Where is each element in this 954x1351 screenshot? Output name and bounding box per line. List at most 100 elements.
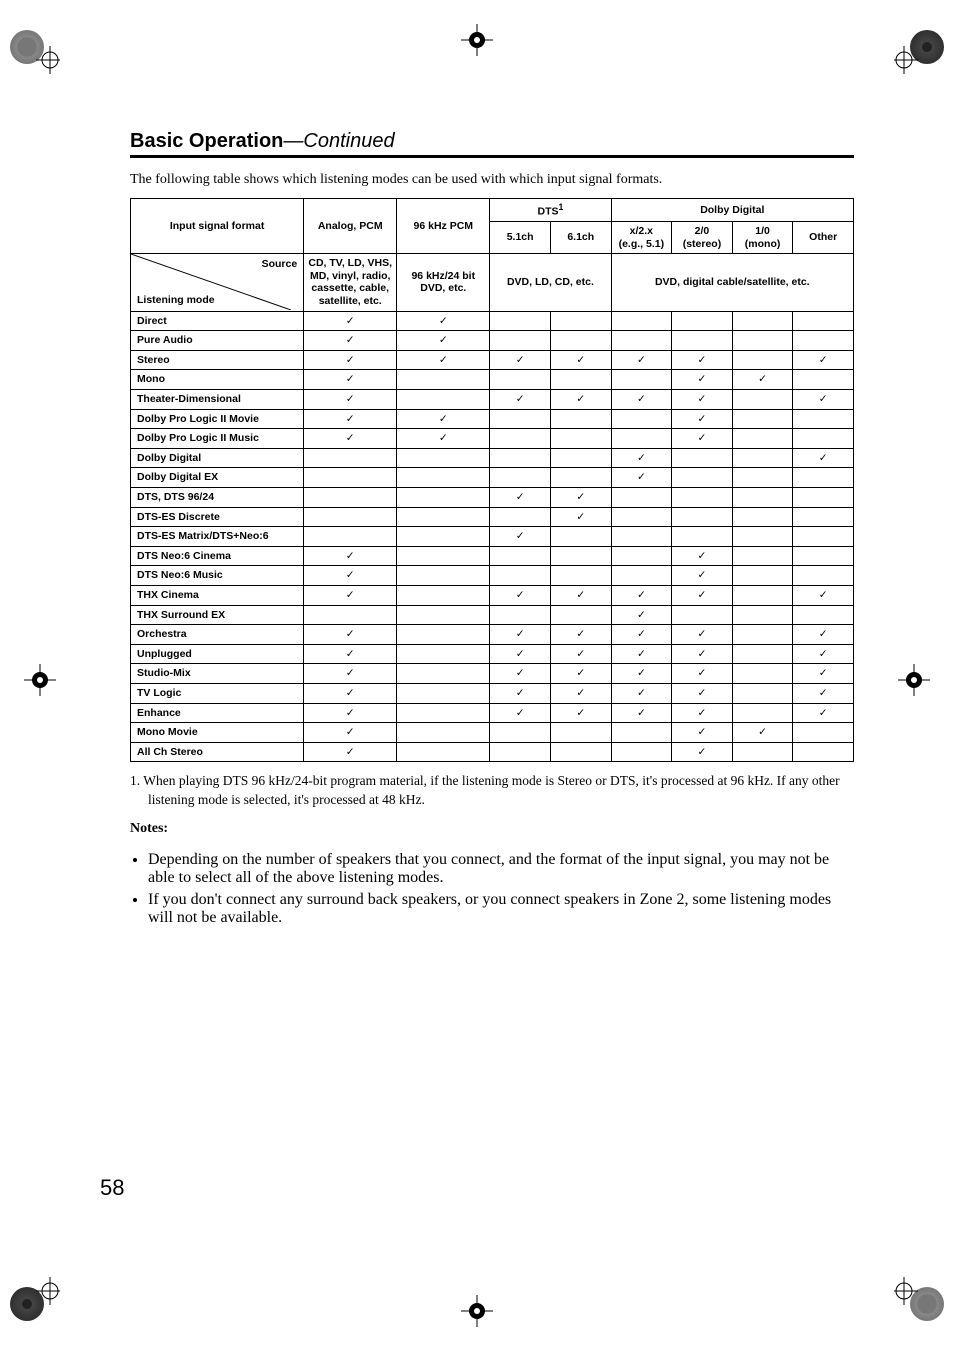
mode-cell	[611, 507, 672, 527]
mode-cell: ✓	[793, 448, 854, 468]
mode-cell: ✓	[490, 664, 551, 684]
mode-cell: ✓	[732, 723, 793, 743]
mode-cell: ✓	[304, 311, 397, 331]
mode-cell: ✓	[672, 625, 733, 645]
mode-cell	[550, 468, 611, 488]
mode-cell	[550, 429, 611, 449]
mode-cell: ✓	[672, 664, 733, 684]
table-row: Theater-Dimensional✓✓✓✓✓✓	[131, 390, 854, 410]
mode-cell: ✓	[793, 350, 854, 370]
mode-cell	[397, 370, 490, 390]
mode-cell: ✓	[490, 625, 551, 645]
corner-ornament-icon	[910, 30, 944, 64]
hdr-dts: DTS1	[490, 199, 611, 222]
mode-cell: ✓	[672, 429, 733, 449]
mode-cell	[490, 331, 551, 351]
mode-name: Stereo	[131, 350, 304, 370]
mode-cell	[490, 429, 551, 449]
mode-cell	[304, 527, 397, 547]
mode-cell	[304, 507, 397, 527]
mode-cell	[732, 566, 793, 586]
mode-name: THX Cinema	[131, 585, 304, 605]
mode-cell: ✓	[550, 585, 611, 605]
mode-cell	[397, 488, 490, 508]
mode-cell	[793, 311, 854, 331]
mode-cell: ✓	[550, 703, 611, 723]
corner-ornament-icon	[10, 1287, 44, 1321]
heading-sub: Continued	[303, 130, 394, 152]
mode-cell: ✓	[550, 507, 611, 527]
mode-cell: ✓	[611, 644, 672, 664]
mode-cell: ✓	[611, 703, 672, 723]
mode-name: Unplugged	[131, 644, 304, 664]
mode-cell	[611, 546, 672, 566]
mode-cell: ✓	[304, 370, 397, 390]
hdr-listening-label: Listening mode	[137, 294, 215, 307]
mode-cell	[672, 311, 733, 331]
mode-cell: ✓	[550, 350, 611, 370]
hdr-dolby-src: DVD, digital cable/satellite, etc.	[611, 254, 853, 311]
mode-name: Theater-Dimensional	[131, 390, 304, 410]
table-row: DTS Neo:6 Cinema✓✓	[131, 546, 854, 566]
hdr-dolby: Dolby Digital	[611, 199, 853, 222]
mode-cell: ✓	[550, 664, 611, 684]
mode-cell	[732, 644, 793, 664]
hdr-source-label: Source	[262, 258, 298, 271]
mode-name: Dolby Pro Logic II Music	[131, 429, 304, 449]
mode-cell	[672, 605, 733, 625]
mode-cell	[550, 605, 611, 625]
mode-cell	[732, 331, 793, 351]
table-row: Direct✓✓	[131, 311, 854, 331]
mode-cell: ✓	[611, 585, 672, 605]
mode-cell	[672, 331, 733, 351]
mode-cell	[732, 409, 793, 429]
mode-cell	[672, 507, 733, 527]
mode-cell	[550, 409, 611, 429]
mode-name: Pure Audio	[131, 331, 304, 351]
mode-cell: ✓	[672, 409, 733, 429]
mode-cell	[397, 742, 490, 762]
table-row: Orchestra✓✓✓✓✓✓	[131, 625, 854, 645]
mode-cell	[611, 723, 672, 743]
mode-cell: ✓	[611, 448, 672, 468]
mode-cell	[490, 468, 551, 488]
mode-cell	[490, 311, 551, 331]
table-row: THX Surround EX✓	[131, 605, 854, 625]
mode-cell	[490, 370, 551, 390]
mode-cell	[793, 409, 854, 429]
mode-cell: ✓	[397, 311, 490, 331]
page: Basic Operation—Continued The following …	[0, 0, 954, 1351]
hdr-source-listening: Source Listening mode	[131, 254, 304, 311]
note-bullet: If you don't connect any surround back s…	[148, 891, 854, 927]
mode-cell	[732, 390, 793, 410]
mode-cell: ✓	[490, 350, 551, 370]
mode-name: DTS Neo:6 Music	[131, 566, 304, 586]
mode-cell: ✓	[304, 429, 397, 449]
heading-dash: —	[283, 130, 303, 152]
mode-cell	[397, 683, 490, 703]
mode-cell	[611, 566, 672, 586]
mode-cell: ✓	[304, 350, 397, 370]
mode-name: Orchestra	[131, 625, 304, 645]
mode-cell: ✓	[550, 488, 611, 508]
mode-cell: ✓	[793, 703, 854, 723]
mode-cell	[793, 742, 854, 762]
mode-cell	[732, 683, 793, 703]
mode-cell	[732, 311, 793, 331]
table-head: Input signal format Analog, PCM 96 kHz P…	[131, 199, 854, 312]
mode-cell	[793, 527, 854, 547]
mode-cell	[397, 723, 490, 743]
mode-cell	[672, 468, 733, 488]
mode-cell	[732, 448, 793, 468]
hdr-analog-src: CD, TV, LD, VHS, MD, vinyl, radio, casse…	[304, 254, 397, 311]
page-number: 58	[100, 1175, 124, 1201]
heading-rule	[130, 155, 854, 158]
mode-cell	[732, 350, 793, 370]
crop-mark-icon	[20, 660, 60, 700]
mode-cell	[550, 742, 611, 762]
mode-cell	[397, 566, 490, 586]
mode-cell: ✓	[672, 644, 733, 664]
mode-cell	[793, 468, 854, 488]
table-row: DTS, DTS 96/24✓✓	[131, 488, 854, 508]
mode-name: Enhance	[131, 703, 304, 723]
